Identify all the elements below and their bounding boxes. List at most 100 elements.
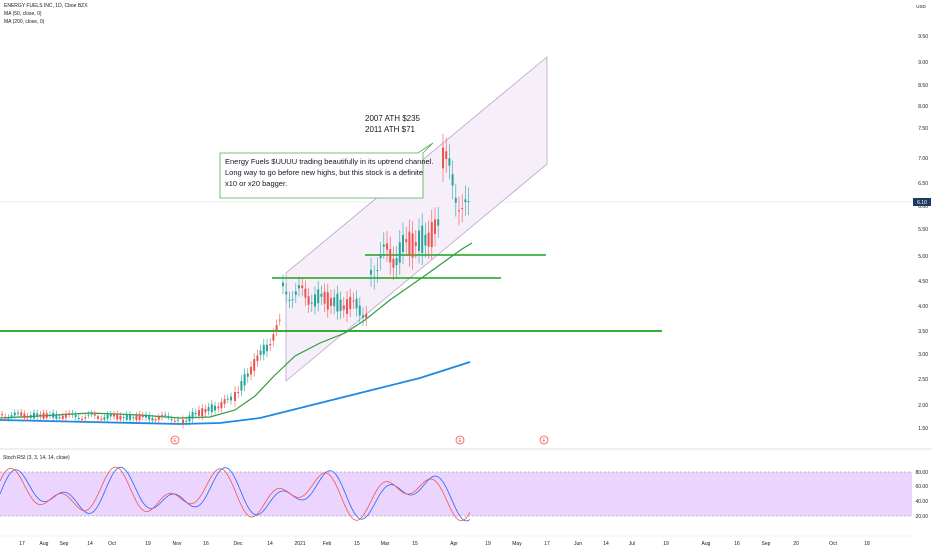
candle-body xyxy=(339,299,342,311)
candle-body xyxy=(389,248,392,263)
uptrend-channel xyxy=(285,56,548,382)
candle-body xyxy=(113,414,115,417)
x-tick-label: 19 xyxy=(663,541,669,547)
candle-body xyxy=(467,201,470,203)
x-tick-label: Apr xyxy=(450,541,458,547)
candle-body xyxy=(430,221,433,248)
candle-body xyxy=(164,414,167,416)
candle-body xyxy=(33,412,35,419)
y-tick-label: 1.50 xyxy=(918,426,928,432)
candle-body xyxy=(26,416,29,418)
y-tick-label: 3.50 xyxy=(918,329,928,335)
candle-body xyxy=(52,412,55,418)
x-tick-label: 16 xyxy=(734,541,740,547)
candle-body xyxy=(148,415,151,420)
candle-body xyxy=(275,325,278,331)
candle-body xyxy=(376,270,379,272)
candle-body xyxy=(355,298,358,309)
x-tick-label: 2021 xyxy=(294,541,305,547)
candle-body xyxy=(272,334,275,341)
callout-line-3: x10 or x20 bagger. xyxy=(225,179,287,188)
candle-body xyxy=(458,210,460,212)
candle-body xyxy=(256,355,259,362)
candle-body xyxy=(177,419,179,421)
candle-body xyxy=(464,199,467,203)
x-tick-label: 16 xyxy=(203,541,209,547)
x-tick-label: 17 xyxy=(544,541,550,547)
ma200-line xyxy=(0,361,471,425)
candle-body xyxy=(116,414,119,420)
candle-body xyxy=(4,416,7,418)
candle-body xyxy=(29,415,32,419)
candle-body xyxy=(269,343,272,346)
y-tick-label: 4.50 xyxy=(918,279,928,285)
y-tick-label: 5.50 xyxy=(918,227,928,233)
candle-body xyxy=(42,412,45,419)
candle-body xyxy=(421,225,424,253)
candle-body xyxy=(1,414,3,416)
currency-label: USD xyxy=(916,4,926,9)
stoch-rsi-legend: Stoch RSI (3, 3, 14, 14, close) xyxy=(3,455,70,461)
x-tick-label: Mar xyxy=(381,541,390,547)
stoch-tick-label: 80.00 xyxy=(915,470,928,476)
x-tick-label: 18 xyxy=(864,541,870,547)
candle-body xyxy=(49,414,51,416)
stoch-tick-label: 20.00 xyxy=(915,514,928,520)
candle-body xyxy=(23,413,26,419)
candle-body xyxy=(317,289,320,304)
candle-body xyxy=(326,292,329,310)
candle-body xyxy=(81,419,83,421)
event-marker-label: E xyxy=(173,438,177,444)
candle-body xyxy=(201,408,204,417)
candle-body xyxy=(392,258,395,268)
y-tick-label: 2.50 xyxy=(918,377,928,383)
candle-body xyxy=(314,294,316,307)
candle-body xyxy=(223,399,226,404)
candle-body xyxy=(333,297,336,307)
event-marker xyxy=(455,435,465,445)
callout-line-2: Long way to go before new highs, but thi… xyxy=(225,168,423,177)
x-tick-label: Oct xyxy=(829,541,837,547)
candle-body xyxy=(448,158,451,166)
y-tick-label: 2.00 xyxy=(918,403,928,409)
candle-body xyxy=(214,405,216,411)
candle-body xyxy=(294,291,297,295)
last-price-badge xyxy=(913,198,931,206)
x-tick-label: Dec xyxy=(234,541,243,547)
candle-body xyxy=(285,291,288,295)
candle-body xyxy=(45,413,48,418)
candle-body xyxy=(90,413,93,415)
candle-body xyxy=(434,219,436,234)
candle-body xyxy=(282,282,284,287)
candle-body xyxy=(122,417,125,419)
candle-body xyxy=(74,414,77,418)
candle-body xyxy=(320,293,323,297)
candle-body xyxy=(210,404,213,413)
candle-body xyxy=(87,414,90,416)
x-tick-label: Jun xyxy=(574,541,582,547)
y-tick-label: 7.00 xyxy=(918,156,928,162)
candle-body xyxy=(68,413,71,415)
candle-body xyxy=(411,233,414,258)
candle-body xyxy=(288,299,291,301)
candle-body xyxy=(170,419,173,421)
y-tick-label: 6.00 xyxy=(918,204,928,210)
candle-body xyxy=(167,415,170,417)
x-tick-label: 15 xyxy=(354,541,360,547)
candle-body xyxy=(204,409,207,413)
candle-body xyxy=(188,415,191,422)
candle-body xyxy=(278,319,281,321)
candle-body xyxy=(304,288,307,298)
candle-body xyxy=(259,350,262,355)
candle-body xyxy=(161,415,163,417)
candle-body xyxy=(349,296,352,309)
candle-body xyxy=(226,398,229,400)
candle-body xyxy=(243,374,246,386)
price-axis xyxy=(912,0,932,550)
candle-body xyxy=(135,415,138,420)
candle-body xyxy=(291,299,294,301)
candle-body xyxy=(151,418,154,421)
candle-body xyxy=(454,197,457,203)
